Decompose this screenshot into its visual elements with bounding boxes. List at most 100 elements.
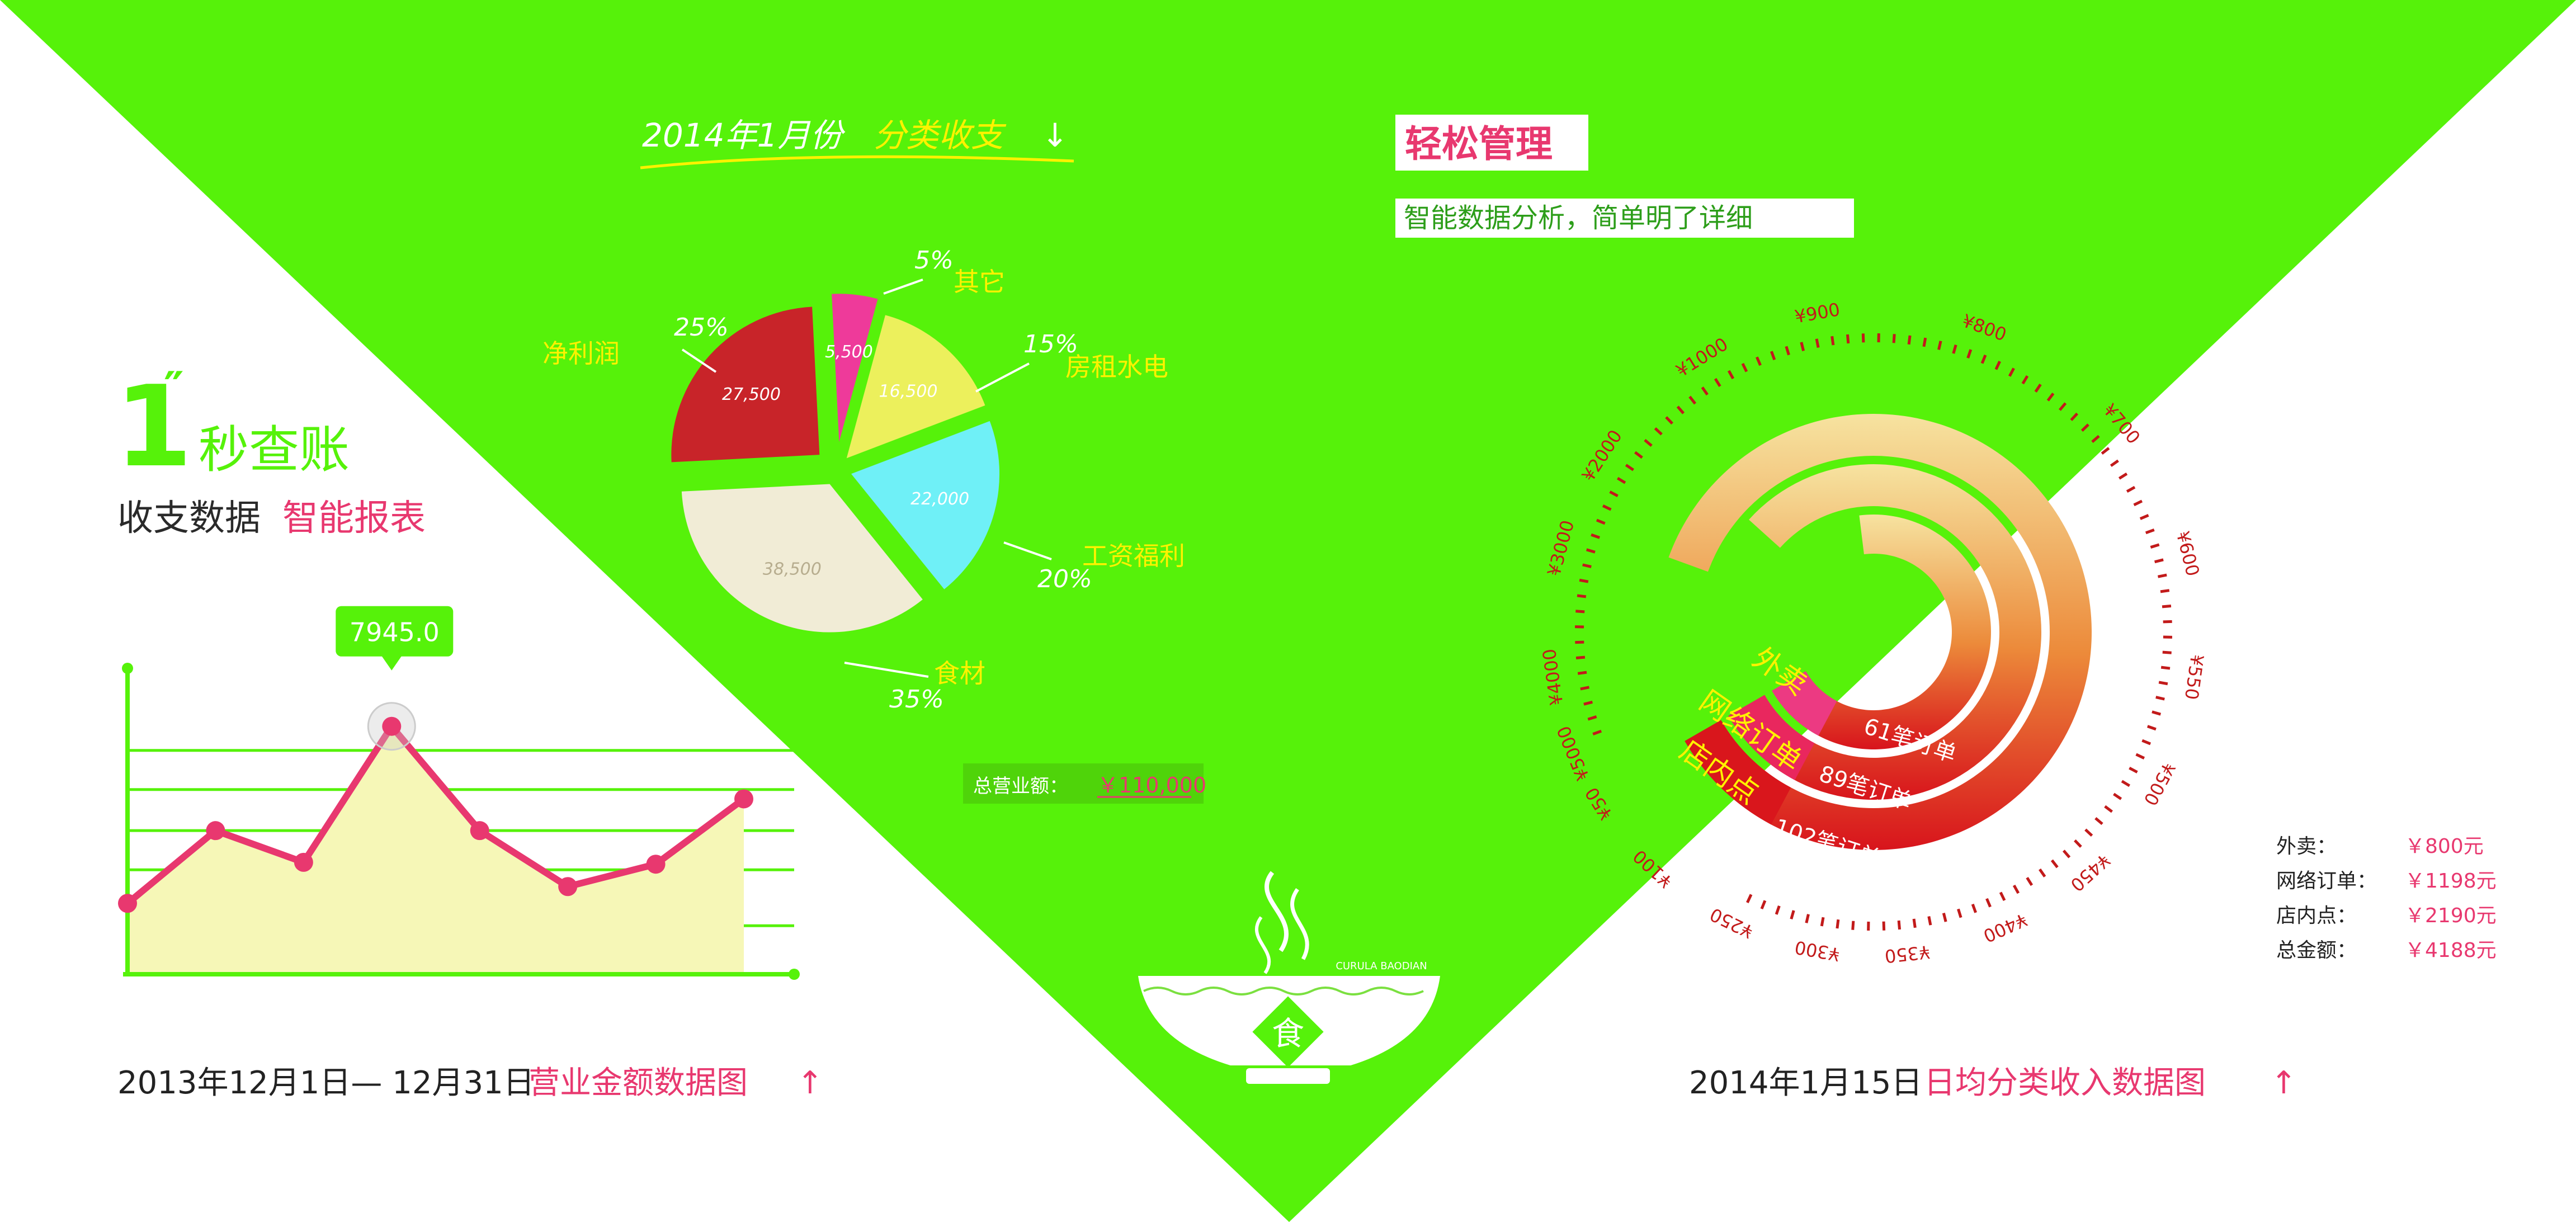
left-caption-title: 营业金额数据图 (529, 1065, 748, 1101)
callout-pointer (381, 655, 402, 671)
pie-label-arrow (883, 279, 923, 295)
scale-tick (2091, 435, 2100, 443)
pie-slice-value: 5,500 (825, 342, 873, 362)
legend-label: 店内点： (2276, 904, 2357, 927)
scale-tick (1966, 349, 1973, 359)
scale-tick (1805, 914, 1810, 923)
total-label: 总营业额： (973, 775, 1068, 798)
pie-slice-percent: 25% (674, 313, 729, 342)
legend-value: ￥2190元 (2405, 904, 2497, 927)
radial-bar-label-band (1685, 720, 1791, 825)
scale-tick (1625, 464, 1634, 471)
scale-tick (2163, 620, 2172, 624)
scale-tick (1971, 903, 1977, 913)
bowl-diamond (1252, 996, 1324, 1068)
scale-tick (1927, 916, 1932, 926)
scale-tick (1999, 891, 2006, 902)
right-caption-title: 日均分类收入数据图 (1924, 1065, 2206, 1101)
scale-tick (1790, 910, 1795, 920)
scale-tick (2080, 423, 2089, 432)
scale-tick (1957, 908, 1962, 918)
scale-tick (2070, 412, 2079, 421)
scale-tick (1820, 917, 1825, 927)
scale-tick (1577, 671, 1587, 675)
scale-tick (1830, 336, 1835, 346)
scale-tick (1591, 533, 1601, 539)
pie-label-arrow (1003, 541, 1052, 560)
left-caption-date: 2013年12月1日— 12月31日 (117, 1065, 535, 1101)
pie-label-arrow (844, 662, 929, 678)
chart-area-fill (128, 726, 744, 974)
pie-slice-name: 食材 (934, 658, 985, 688)
scale-tick (1815, 338, 1820, 348)
scale-tick (1952, 344, 1957, 354)
bowl-base (1246, 1068, 1330, 1084)
middle-panel: 2014年1月份 分类收支 ↓ 5,500 5%其它 16,500 15%房租水电 22… (542, 116, 1440, 1084)
scale-tick (2046, 393, 2055, 402)
radial-bar-label-band (1772, 671, 1837, 736)
scale-tick (1942, 913, 1947, 922)
data-point (470, 821, 489, 841)
scale-tick (1741, 362, 1748, 372)
scale-tick (1727, 370, 1735, 380)
chart-line (125, 723, 746, 906)
badge-subtitle-box (1395, 199, 1854, 238)
chart-points (118, 702, 753, 913)
scale-tick (1616, 476, 1626, 484)
pie-slice-value: 22,000 (910, 489, 969, 509)
scale-tick (1688, 395, 1697, 405)
scale-tick (1701, 386, 1709, 396)
data-point (734, 789, 753, 809)
data-point (206, 821, 225, 841)
pie-slice-value: 16,500 (879, 381, 938, 401)
data-point (382, 716, 402, 736)
scale-tick (1665, 416, 1673, 425)
radial-bar-label-band (1728, 695, 1815, 780)
value-callout: 7945.0 (336, 606, 454, 671)
pie-slice-percent: 20% (1037, 565, 1092, 593)
scale-tick (2101, 447, 2110, 455)
scale-tick (2026, 876, 2034, 886)
data-point (646, 855, 666, 874)
scale-tick (2126, 485, 2136, 493)
scale-tick (1800, 342, 1805, 351)
scale-tick (1785, 346, 1790, 356)
bowl-wave (1143, 987, 1424, 995)
scale-tick (1634, 451, 1643, 459)
scale-tick (1580, 686, 1589, 691)
bowl-logo: 食 CURULA BAODIAN (1138, 871, 1440, 1084)
scale-tick (2094, 817, 2103, 825)
pie-slice-name: 其它 (954, 267, 1005, 297)
middle-title-date: 2014年1月份 (642, 116, 846, 154)
expense-pie-chart: 5,500 5%其它 16,500 15%房租水电 22,000 20%工资福利 38,50… (542, 246, 1185, 714)
pie-slice-value: 38,500 (763, 559, 822, 579)
badge-subtitle: 智能数据分析，简单明了详细 (1404, 202, 1753, 234)
scale-tick (2158, 573, 2167, 578)
data-point (118, 894, 137, 913)
scale-tick (1582, 563, 1592, 568)
scale-tick (2008, 367, 2015, 377)
radial-bar (1784, 515, 1992, 750)
scale-tick (1775, 905, 1781, 915)
middle-title-arrow: ↓ (1041, 116, 1069, 154)
pie-slice (832, 294, 878, 442)
data-point (294, 852, 313, 872)
scale-tick (1575, 610, 1585, 614)
scale-tick (2084, 828, 2093, 837)
scale-tick (2146, 725, 2157, 731)
scale-tick (2139, 514, 2149, 520)
scale-tick (1587, 715, 1597, 721)
scale-tick (2155, 696, 2165, 701)
scale-tick (1676, 405, 1685, 414)
big-number: 1 (115, 362, 192, 492)
scale-tick (1994, 360, 2001, 370)
pie-slice-percent: 5% (914, 246, 954, 275)
scale-tick (2158, 681, 2168, 686)
scale-tick (2021, 375, 2029, 385)
badge-title: 轻松管理 (1405, 122, 1553, 166)
scale-tick (1746, 894, 1753, 904)
pie-slice (846, 315, 985, 459)
steam-icon-3 (1255, 916, 1271, 974)
